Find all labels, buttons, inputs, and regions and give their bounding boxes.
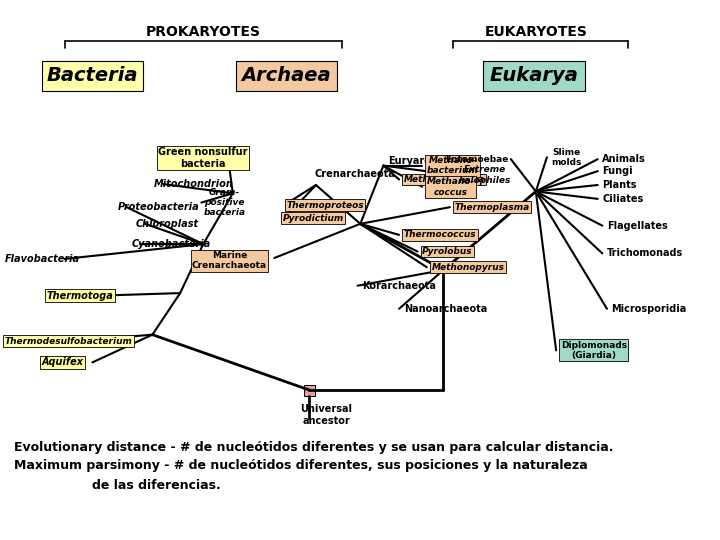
Text: de las diferencias.: de las diferencias. (92, 479, 221, 492)
Text: Fungi: Fungi (603, 166, 633, 176)
Text: Aquifex: Aquifex (42, 357, 84, 367)
Text: Methano-
coccus: Methano- coccus (427, 177, 475, 197)
Text: Archaea: Archaea (242, 66, 331, 85)
Text: Plants: Plants (603, 180, 636, 190)
Text: Entamoebae: Entamoebae (445, 154, 508, 164)
Text: EUKARYOTES: EUKARYOTES (485, 25, 588, 39)
FancyBboxPatch shape (235, 61, 337, 91)
Text: Thermodesulfobacterium: Thermodesulfobacterium (4, 336, 132, 346)
Text: Eukarya: Eukarya (490, 66, 578, 85)
Text: Slime
molds: Slime molds (552, 147, 582, 167)
Text: Chloroplast: Chloroplast (136, 219, 199, 229)
FancyBboxPatch shape (483, 61, 585, 91)
Text: Korarchaeota: Korarchaeota (362, 281, 436, 291)
Text: Flavobacteria: Flavobacteria (4, 254, 80, 264)
Text: Thermoproteos: Thermoproteos (287, 201, 364, 210)
Text: Euryarchaeota: Euryarchaeota (388, 156, 468, 166)
Text: Gram-
positive
bacteria: Gram- positive bacteria (203, 188, 246, 218)
Text: Maximum parsimony - # de nucleótidos diferentes, sus posiciones y la naturaleza: Maximum parsimony - # de nucleótidos dif… (14, 460, 588, 472)
Text: Trichomonads: Trichomonads (607, 248, 683, 258)
Text: Thermoplasma: Thermoplasma (454, 202, 530, 212)
Text: Thermococcus: Thermococcus (404, 231, 477, 239)
Text: Ciliates: Ciliates (603, 194, 644, 204)
Text: Bacteria: Bacteria (47, 66, 138, 85)
Text: Diplomonads
(Giardia): Diplomonads (Giardia) (561, 341, 627, 360)
Text: Extreme
halophiles: Extreme halophiles (459, 165, 511, 185)
Text: Methanosarcina: Methanosarcina (404, 175, 485, 184)
Text: Methonopyrus: Methonopyrus (431, 263, 505, 272)
Text: Crenarchaeota: Crenarchaeota (314, 169, 395, 179)
Text: Green nonsulfur
bacteria: Green nonsulfur bacteria (158, 147, 248, 169)
Text: Cyanobacteria: Cyanobacteria (131, 239, 210, 249)
Text: Pyrodictium: Pyrodictium (283, 214, 344, 223)
Text: Microsporidia: Microsporidia (611, 304, 687, 314)
Text: Thermotoga: Thermotoga (46, 291, 113, 301)
Text: Animals: Animals (603, 154, 646, 164)
Text: Flagellates: Flagellates (607, 221, 667, 231)
Text: Nanoarchaeota: Nanoarchaeota (404, 304, 487, 314)
Text: Mitochondrion: Mitochondrion (154, 179, 234, 189)
Text: Marine
Crenarchaeota: Marine Crenarchaeota (192, 251, 267, 271)
FancyBboxPatch shape (304, 384, 315, 396)
FancyBboxPatch shape (42, 61, 143, 91)
Text: PROKARYOTES: PROKARYOTES (145, 25, 261, 39)
Text: Proteobacteria: Proteobacteria (117, 202, 199, 212)
Text: Universal
ancestor: Universal ancestor (300, 404, 352, 426)
Text: Evolutionary distance - # de nucleótidos diferentes y se usan para calcular dist: Evolutionary distance - # de nucleótidos… (14, 441, 613, 454)
Text: Methano-
bacterium: Methano- bacterium (427, 156, 479, 176)
Text: Pyrolobus: Pyrolobus (422, 247, 473, 256)
